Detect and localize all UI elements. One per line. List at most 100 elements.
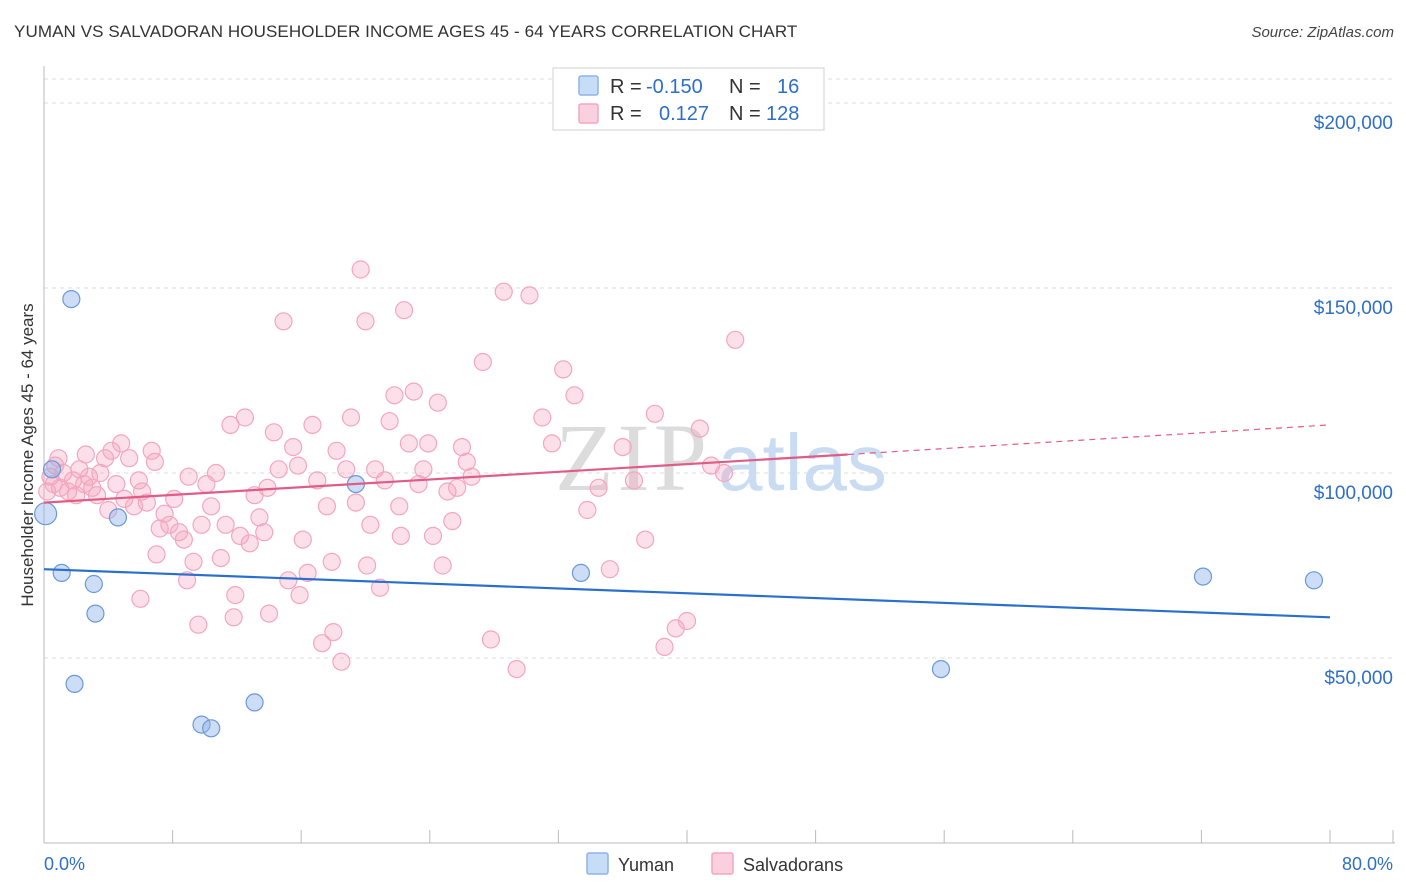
data-point-salvadorans [423, 526, 443, 546]
data-point-salvadorans [346, 493, 365, 512]
data-point-salvadorans [399, 434, 419, 453]
data-point-salvadorans [231, 526, 250, 546]
data-point-salvadorans [99, 500, 118, 520]
data-point-salvadorans [419, 434, 438, 453]
data-point-yuman [86, 604, 105, 623]
data-point-salvadorans [274, 312, 293, 331]
data-point-salvadorans [494, 282, 513, 301]
data-point-salvadorans [145, 452, 165, 471]
data-point-salvadorans [303, 415, 322, 434]
data-point-yuman [62, 290, 81, 309]
data-point-salvadorans [216, 515, 235, 534]
data-point-salvadorans [312, 634, 332, 653]
series-yuman [34, 290, 1324, 738]
legend-r-value-yuman: -0.150 [646, 76, 703, 98]
data-point-salvadorans [226, 585, 245, 605]
data-point-salvadorans [76, 445, 95, 464]
data-point-salvadorans [380, 412, 399, 431]
bottom-legend-swatch-salvadorans [711, 852, 734, 875]
data-point-yuman [571, 563, 591, 583]
legend-swatch-yuman [578, 75, 599, 96]
data-point-salvadorans [448, 478, 467, 497]
trend-lines [43, 424, 1331, 619]
axes [43, 66, 1395, 844]
data-point-salvadorans [155, 504, 174, 523]
data-point-salvadorans [565, 386, 584, 405]
data-point-salvadorans [520, 286, 539, 305]
data-point-yuman [192, 715, 211, 734]
y-tick-label: $50,000 [1324, 668, 1393, 689]
data-point-salvadorans [142, 441, 161, 460]
legend-n-value-salvadorans: 128 [766, 103, 799, 125]
data-point-salvadorans [192, 515, 211, 534]
watermark: ZIP atlas [555, 404, 887, 511]
data-point-salvadorans [613, 438, 632, 457]
data-point-salvadorans [137, 493, 156, 512]
data-point-yuman [202, 719, 221, 738]
data-point-salvadorans [655, 637, 674, 657]
data-point-salvadorans [481, 630, 500, 649]
data-point-salvadorans [165, 489, 184, 508]
chart-title: YUMAN VS SALVADORAN HOUSEHOLDER INCOME A… [14, 22, 798, 41]
data-point-salvadorans [554, 360, 573, 379]
data-point-salvadorans [600, 560, 619, 579]
data-point-yuman [245, 693, 264, 712]
data-point-yuman [108, 508, 128, 527]
data-point-salvadorans [79, 467, 99, 486]
bottom-legend-label-yuman: Yuman [618, 855, 674, 875]
data-point-salvadorans [337, 460, 356, 479]
legend-n-label-salvadorans: N = [729, 103, 761, 125]
data-point-salvadorans [147, 545, 166, 564]
data-point-salvadorans [358, 556, 377, 575]
data-point-salvadorans [129, 471, 148, 490]
data-point-salvadorans [404, 382, 423, 401]
legend-r-value-salvadorans: 0.127 [659, 103, 709, 125]
data-point-salvadorans [578, 500, 597, 520]
data-point-salvadorans [391, 526, 410, 546]
data-point-salvadorans [645, 404, 664, 423]
data-point-salvadorans [189, 615, 208, 634]
data-point-salvadorans [211, 548, 230, 568]
data-point-salvadorans [221, 415, 240, 434]
data-point-salvadorans [174, 530, 193, 549]
data-point-yuman [65, 674, 84, 694]
data-point-salvadorans [298, 563, 317, 583]
legend-r-label-salvadorans: R = [610, 103, 642, 125]
legend-swatch-salvadorans [578, 103, 599, 124]
data-point-salvadorans [235, 408, 255, 427]
data-point-salvadorans [636, 530, 655, 549]
grid-lines [44, 78, 1395, 659]
y-tick-label: $150,000 [1314, 298, 1393, 319]
data-point-salvadorans [120, 449, 139, 468]
data-point-salvadorans [677, 611, 697, 631]
data-point-salvadorans [414, 460, 433, 479]
bottom-legend-swatch-yuman [586, 852, 609, 875]
data-point-salvadorans [324, 622, 343, 642]
data-point-salvadorans [690, 419, 709, 438]
data-point-salvadorans [589, 478, 608, 497]
data-point-yuman [42, 460, 62, 479]
legend-n-label-yuman: N = [729, 76, 761, 98]
data-point-salvadorans [714, 463, 734, 483]
data-point-salvadorans [177, 571, 197, 590]
data-point-salvadorans [390, 497, 409, 516]
data-point-salvadorans [351, 260, 370, 279]
data-point-salvadorans [317, 497, 337, 516]
data-point-salvadorans [533, 408, 552, 427]
trend-line-salvadorans-extension [847, 424, 1331, 456]
data-point-salvadorans [428, 393, 447, 412]
data-point-salvadorans [131, 589, 150, 608]
data-point-salvadorans [507, 659, 526, 679]
data-point-salvadorans [473, 352, 492, 372]
data-point-salvadorans [385, 386, 404, 405]
data-point-salvadorans [184, 552, 203, 571]
data-point-salvadorans [179, 467, 198, 486]
data-point-salvadorans [356, 312, 375, 331]
watermark-atlas: atlas [718, 418, 887, 507]
data-point-salvadorans [624, 471, 644, 490]
x-tick-labels: 0.0% 80.0% [44, 854, 1393, 874]
data-point-salvadorans [112, 434, 131, 453]
data-point-salvadorans [264, 423, 283, 442]
data-point-salvadorans [290, 585, 309, 605]
